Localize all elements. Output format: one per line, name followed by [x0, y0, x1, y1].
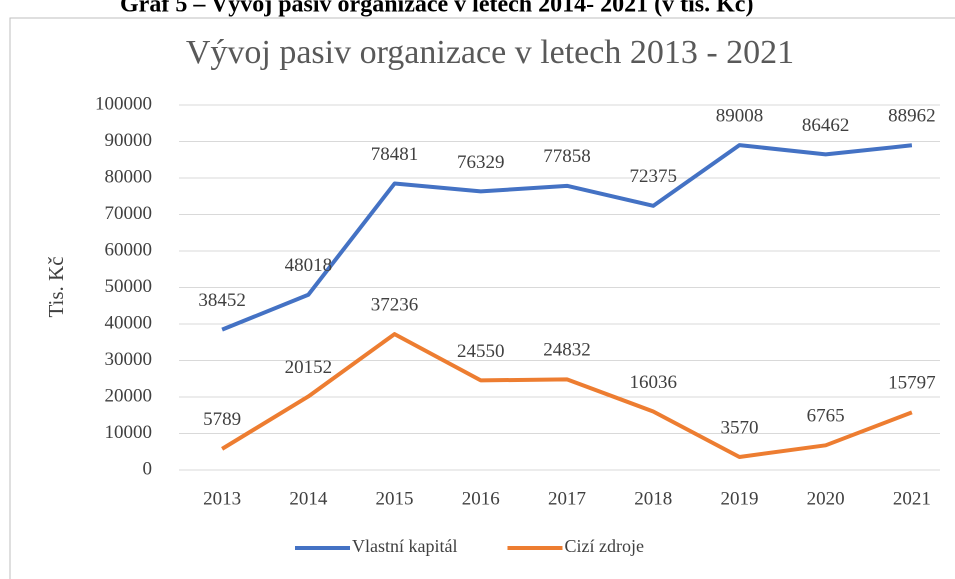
data-label: 5789 [203, 409, 241, 430]
y-tick-label: 50000 [105, 276, 153, 297]
chart-frame [9, 17, 955, 579]
series-line [221, 143, 913, 332]
data-label: 20152 [285, 357, 333, 378]
y-tick-label: 40000 [105, 312, 153, 333]
data-label: 15797 [888, 373, 936, 394]
x-tick-label: 2020 [807, 488, 845, 509]
y-tick-label: 30000 [105, 349, 153, 370]
x-tick-label: 2021 [893, 488, 931, 509]
series-line [221, 332, 913, 459]
legend-label: Cizí zdroje [564, 536, 643, 556]
data-label: 48018 [285, 255, 333, 276]
data-label: 37236 [371, 294, 419, 315]
data-label: 6765 [807, 406, 845, 427]
x-tick-label: 2016 [462, 488, 500, 509]
x-tick-label: 2017 [548, 488, 586, 509]
y-tick-label: 90000 [105, 130, 153, 151]
y-tick-label: 60000 [105, 239, 153, 260]
y-tick-label: 0 [143, 458, 153, 479]
legend-label: Vlastní kapitál [352, 536, 457, 556]
x-tick-label: 2014 [289, 488, 328, 509]
data-label: 89008 [716, 105, 764, 126]
data-label: 16036 [629, 372, 677, 393]
data-label: 24832 [543, 340, 591, 361]
data-label: 72375 [629, 166, 677, 187]
data-label: 88962 [888, 106, 936, 127]
data-label: 76329 [457, 152, 505, 173]
caption: Graf 5 – Vývoj pasiv organizace v letech… [120, 0, 753, 18]
y-tick-label: 100000 [95, 93, 152, 114]
y-axis-label: Tis. Kč [44, 256, 68, 317]
y-tick-label: 20000 [105, 385, 153, 406]
x-tick-label: 2019 [720, 488, 758, 509]
x-tick-label: 2015 [376, 488, 414, 509]
chart-title: Vývoj pasiv organizace v letech 2013 - 2… [186, 34, 794, 71]
data-label: 24550 [457, 341, 505, 362]
data-label: 77858 [543, 146, 591, 167]
data-label: 3570 [720, 417, 758, 438]
data-label: 78481 [371, 144, 419, 165]
data-label: 86462 [802, 115, 850, 136]
data-label: 38452 [198, 290, 246, 311]
y-tick-label: 70000 [105, 203, 153, 224]
y-tick-label: 10000 [105, 422, 153, 443]
y-tick-label: 80000 [105, 166, 153, 187]
x-tick-label: 2013 [203, 488, 241, 509]
x-tick-label: 2018 [634, 488, 672, 509]
